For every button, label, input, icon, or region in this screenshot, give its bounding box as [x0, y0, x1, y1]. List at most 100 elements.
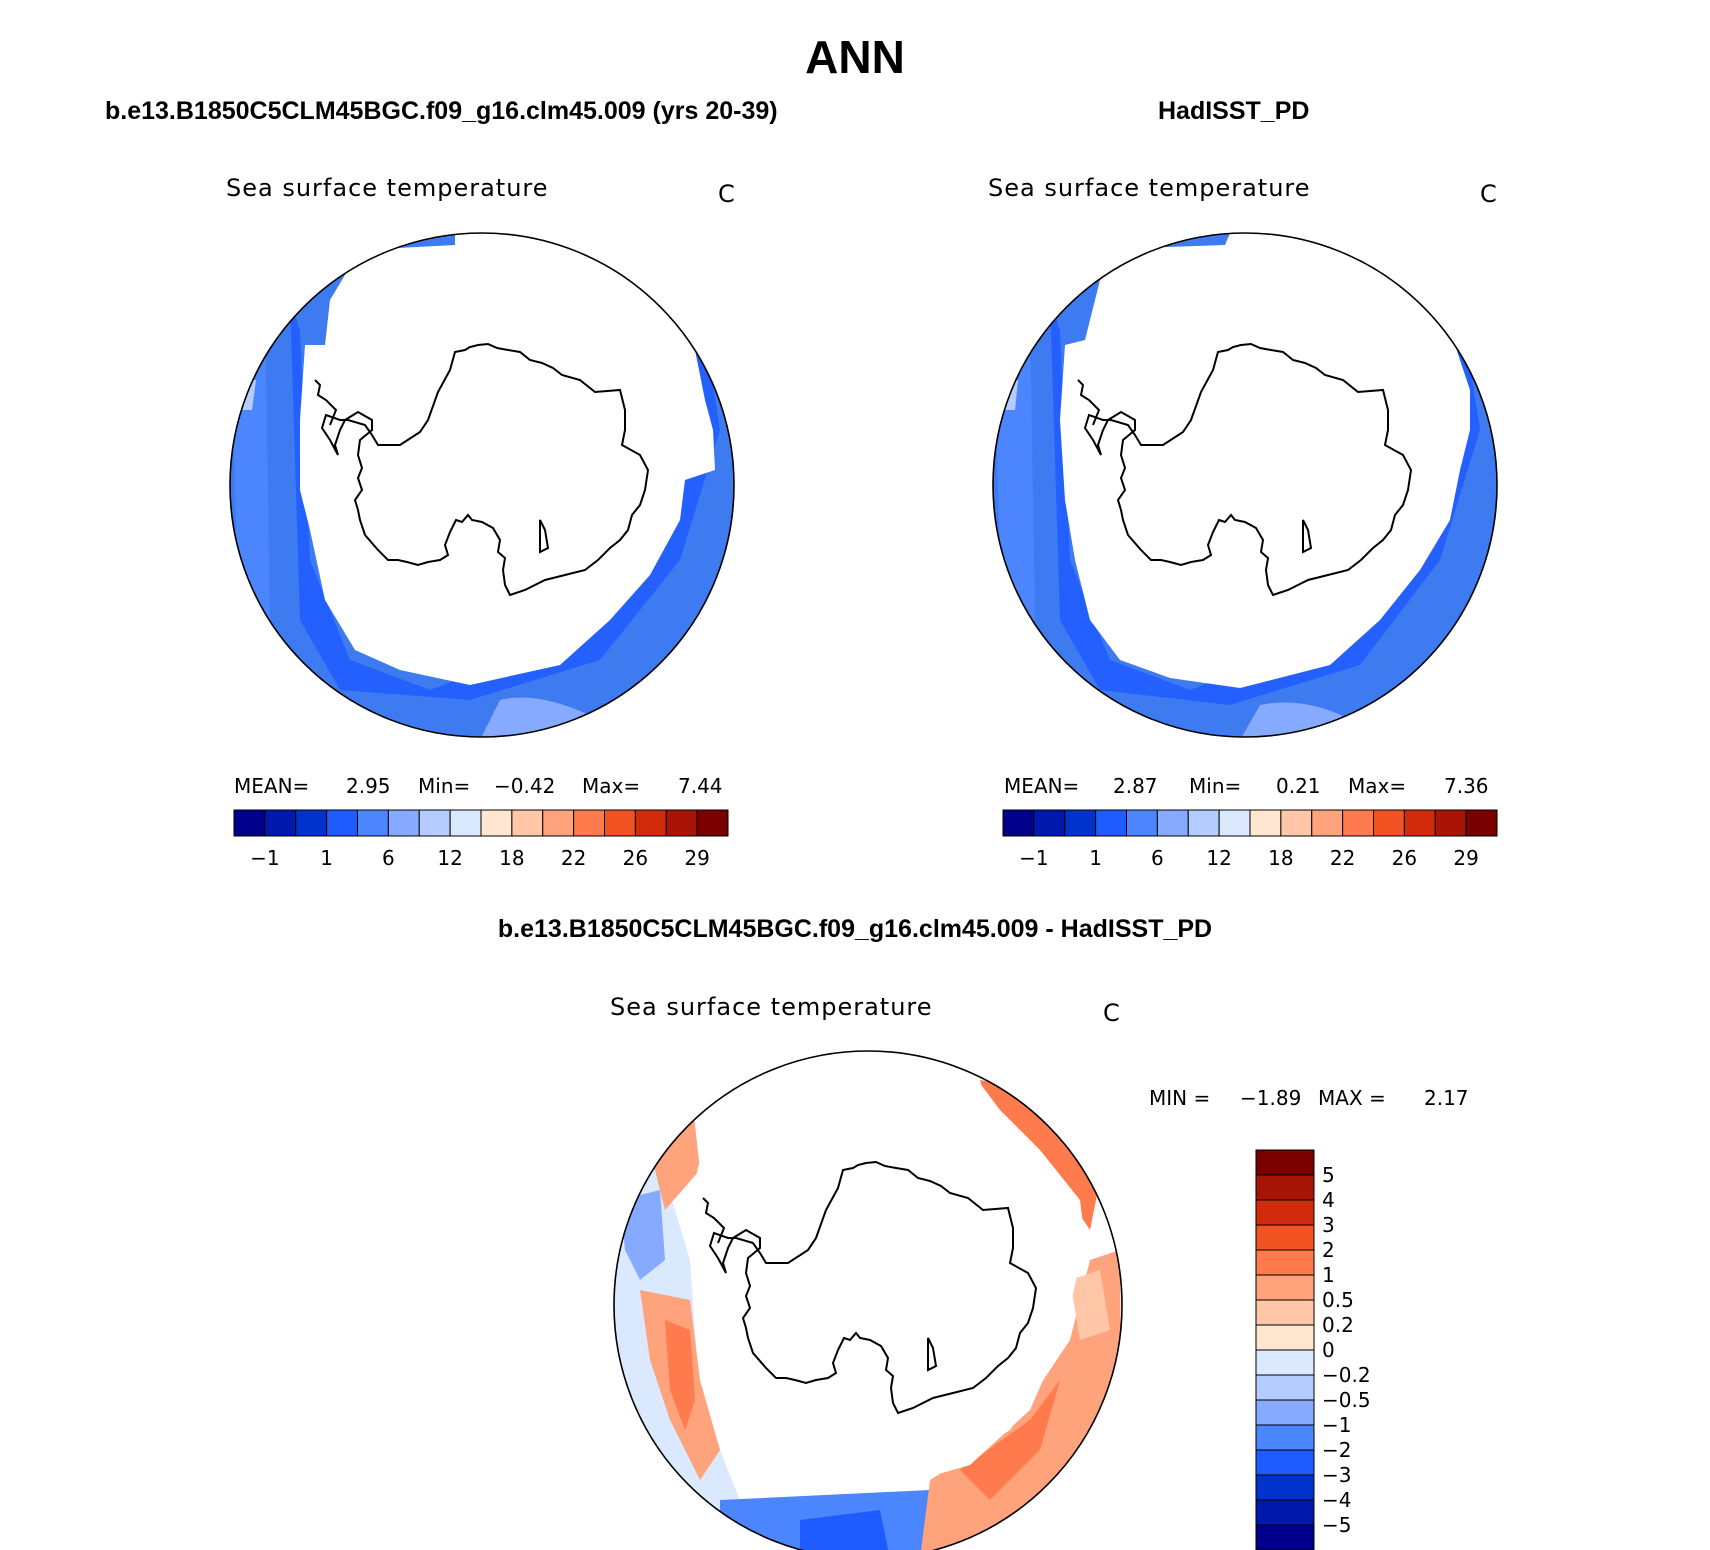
obs-colorbar-tick-label: −1 [1019, 846, 1049, 870]
model-colorbar-box [449, 809, 482, 837]
diff-colorbar-tick-label: 2 [1322, 1238, 1335, 1262]
model-colorbar-box [295, 809, 328, 837]
obs-colorbar-box [1126, 809, 1158, 837]
obs-colorbar [1002, 809, 1498, 837]
diff-max-value: 2.17 [1424, 1086, 1469, 1110]
model-colorbar-box [665, 809, 698, 837]
model-colorbar [233, 809, 729, 837]
model-antarctica-outline [320, 342, 650, 597]
obs-colorbar-box [1311, 809, 1344, 837]
model-colorbar-box [357, 809, 389, 837]
diff-colorbar-tick-label: −0.5 [1322, 1388, 1371, 1412]
model-min-label: Min= [418, 774, 471, 798]
obs-colorbar-tick-label: 1 [1089, 846, 1102, 870]
diff-units-label: C [1103, 999, 1120, 1027]
diff-variable-label: Sea surface temperature [610, 993, 933, 1021]
obs-min-label: Min= [1189, 774, 1242, 798]
model-colorbar-box [573, 809, 605, 837]
model-colorbar-tick-label: 22 [560, 846, 587, 870]
obs-colorbar-box [1342, 809, 1374, 837]
diff-colorbar-tick-label: 5 [1322, 1163, 1335, 1187]
diff-colorbar-tick-label: 0.5 [1322, 1288, 1354, 1312]
obs-max-label: Max= [1348, 774, 1407, 798]
obs-colorbar-tick-label: 29 [1453, 846, 1479, 870]
obs-colorbar-box [1434, 809, 1467, 837]
obs-colorbar-tick-label: 22 [1329, 846, 1356, 870]
obs-colorbar-box [1280, 809, 1313, 837]
diff-colorbar-tick-label: −3 [1322, 1463, 1352, 1487]
diff-colorbar-box [1255, 1174, 1315, 1201]
obs-colorbar-box [1465, 809, 1498, 837]
diff-colorbar-tick-label: 0 [1322, 1338, 1335, 1362]
obs-colorbar-box [1095, 809, 1127, 837]
obs-colorbar-box [1373, 809, 1405, 837]
obs-colorbar-box [1033, 809, 1066, 837]
diff-max-label: MAX = [1318, 1086, 1386, 1110]
diff-colorbar-tick-label: 3 [1322, 1213, 1335, 1237]
model-colorbar-tick-label: 12 [437, 846, 463, 870]
model-variable-label: Sea surface temperature [226, 174, 549, 202]
obs-variable-label: Sea surface temperature [988, 174, 1311, 202]
diff-colorbar-box [1255, 1524, 1315, 1550]
diff-colorbar-box [1255, 1399, 1315, 1426]
diff-colorbar-box [1255, 1199, 1315, 1226]
model-colorbar-box [634, 809, 667, 837]
obs-colorbar-tick-label: 18 [1268, 846, 1294, 870]
diff-colorbar-box [1255, 1249, 1315, 1276]
model-colorbar-box [387, 809, 420, 837]
diff-min-value: −1.89 [1240, 1086, 1302, 1110]
diff-colorbar [1255, 1149, 1315, 1550]
diff-colorbar-box [1255, 1149, 1315, 1176]
obs-colorbar-box [1156, 809, 1189, 837]
obs-colorbar-box [1218, 809, 1251, 837]
model-colorbar-tick-label: 18 [499, 846, 525, 870]
obs-panel-title: HadISST_PD [1158, 97, 1310, 125]
diff-colorbar-box [1255, 1449, 1315, 1476]
model-mean-value: 2.95 [346, 774, 391, 798]
diff-panel-title: b.e13.B1850C5CLM45BGC.f09_g16.clm45.009 … [497, 915, 1213, 943]
model-colorbar-box [604, 809, 636, 837]
diff-colorbar-box [1255, 1299, 1315, 1326]
diff-colorbar-tick-label: −4 [1322, 1488, 1352, 1512]
model-colorbar-tick-label: 26 [622, 846, 649, 870]
obs-colorbar-box [1187, 809, 1220, 837]
diff-colorbar-box [1255, 1424, 1315, 1451]
diff-sst-field [614, 1051, 1122, 1550]
diff-colorbar-box [1255, 1274, 1315, 1301]
obs-colorbar-tick-label: 26 [1391, 846, 1418, 870]
model-max-label: Max= [582, 774, 641, 798]
figure-title: ANN [805, 31, 905, 83]
model-colorbar-box [264, 809, 297, 837]
diff-colorbar-tick-label: −1 [1322, 1413, 1352, 1437]
model-colorbar-tick-label: 1 [320, 846, 333, 870]
obs-colorbar-tick-label: 12 [1206, 846, 1232, 870]
diff-colorbar-tick-label: 0.2 [1322, 1313, 1354, 1337]
obs-sst-field [993, 233, 1497, 737]
model-colorbar-box [542, 809, 575, 837]
model-sst-field [230, 233, 734, 737]
obs-antarctica-outline [1077, 342, 1413, 597]
model-mean-label: MEAN= [234, 774, 310, 798]
obs-colorbar-box [1249, 809, 1282, 837]
diff-colorbar-tick-label: −2 [1322, 1438, 1352, 1462]
obs-mean-value: 2.87 [1113, 774, 1158, 798]
model-units-label: C [718, 180, 735, 208]
obs-min-value: 0.21 [1276, 774, 1321, 798]
model-colorbar-box [418, 809, 451, 837]
model-max-value: 7.44 [678, 774, 723, 798]
diff-antarctica-outline [702, 1160, 1038, 1415]
diff-colorbar-box [1255, 1224, 1315, 1251]
model-colorbar-tick-label: −1 [250, 846, 280, 870]
diff-colorbar-box [1255, 1499, 1315, 1526]
diff-colorbar-box [1255, 1374, 1315, 1401]
diff-colorbar-tick-label: −0.2 [1322, 1363, 1371, 1387]
model-colorbar-box [233, 809, 266, 837]
obs-mean-label: MEAN= [1004, 774, 1080, 798]
diff-colorbar-tick-label: 4 [1322, 1188, 1335, 1212]
diff-colorbar-box [1255, 1324, 1315, 1351]
obs-colorbar-box [1064, 809, 1097, 837]
obs-colorbar-box [1002, 809, 1035, 837]
model-min-value: −0.42 [494, 774, 556, 798]
model-colorbar-box [326, 809, 358, 837]
model-colorbar-box [480, 809, 513, 837]
